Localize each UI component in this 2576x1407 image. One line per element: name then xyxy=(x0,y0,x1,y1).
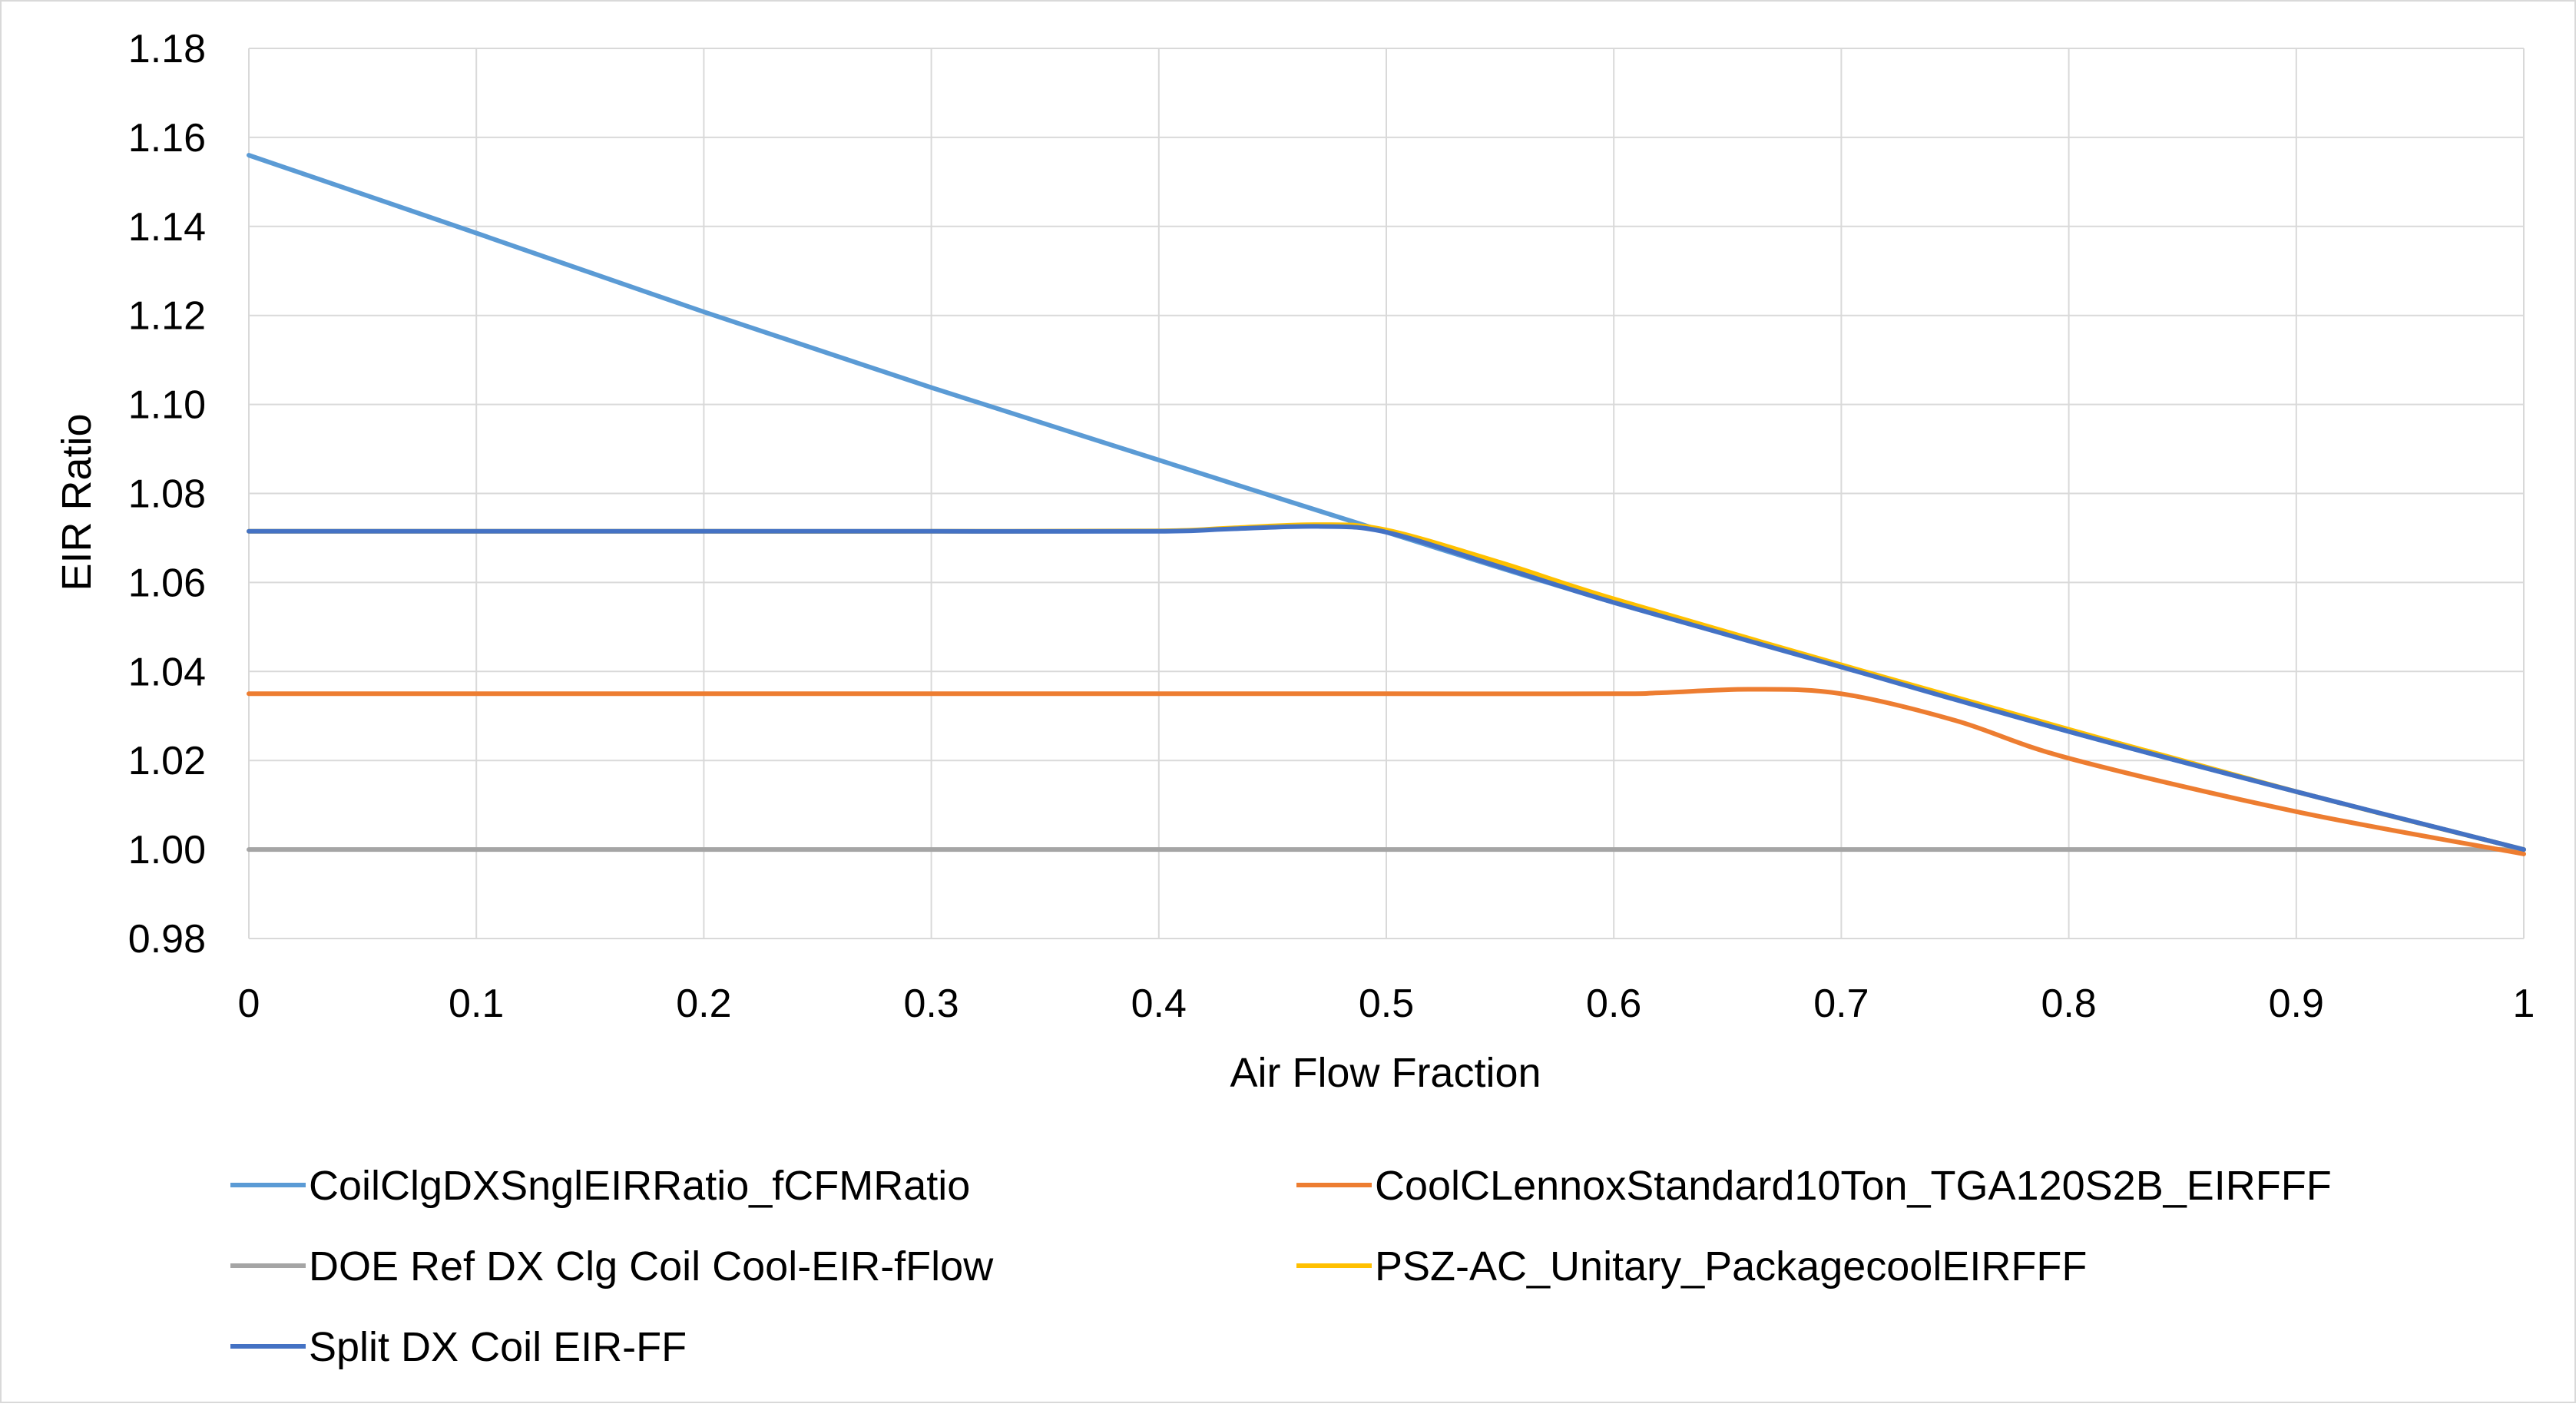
x-tick-label: 0.2 xyxy=(676,982,731,1026)
y-tick-label: 1.08 xyxy=(128,472,206,517)
y-tick-label: 1.02 xyxy=(128,739,206,783)
series-line-5 xyxy=(247,524,2526,852)
y-tick-label: 1.14 xyxy=(128,205,206,250)
x-tick-label: 0.7 xyxy=(1813,982,1869,1026)
y-tick-label: 1.16 xyxy=(128,116,206,161)
y-axis-title: EIR Ratio xyxy=(54,413,100,591)
legend-label-5: Split DX Coil EIR-FF xyxy=(309,1324,687,1370)
x-tick-label: 0.9 xyxy=(2269,982,2324,1026)
x-tick-label: 0.5 xyxy=(1359,982,1414,1026)
legend-label-2: CoolCLennoxStandard10Ton_TGA120S2B_EIRFF… xyxy=(1375,1163,2332,1209)
y-tick-label: 1.18 xyxy=(128,27,206,71)
series-line-2 xyxy=(247,687,2526,856)
x-tick-label: 0.8 xyxy=(2041,982,2096,1026)
legend: CoilClgDXSnglEIRRatio_fCFMRatio CoolCLenn… xyxy=(230,1163,2332,1370)
y-tick-label: 0.98 xyxy=(128,917,206,962)
series-layer xyxy=(247,153,2526,856)
y-tick-label: 1.06 xyxy=(128,561,206,605)
grid-layer xyxy=(248,48,2525,939)
y-tick-label: 1.10 xyxy=(128,383,206,428)
y-tick-label: 1.12 xyxy=(128,294,206,339)
x-tick-label: 0.6 xyxy=(1586,982,1641,1026)
legend-label-4: PSZ-AC_Unitary_PackagecoolEIRFFF xyxy=(1375,1243,2087,1289)
x-tick-label: 1 xyxy=(2513,982,2535,1026)
x-tick-label: 0.3 xyxy=(903,982,959,1026)
x-tick-labels: 0 0.1 0.2 0.3 0.4 0.5 0.6 0.7 0.8 0.9 1 xyxy=(238,982,2535,1026)
y-tick-label: 1.00 xyxy=(128,828,206,872)
x-tick-label: 0 xyxy=(238,982,260,1026)
y-tick-label: 1.04 xyxy=(128,650,206,694)
legend-label-1: CoilClgDXSnglEIRRatio_fCFMRatio xyxy=(309,1163,970,1209)
x-axis-title: Air Flow Fraction xyxy=(1230,1050,1541,1096)
y-tick-labels: 0.98 1.00 1.02 1.04 1.06 1.08 1.10 1.12 1.14 1.16… xyxy=(128,27,206,962)
x-tick-label: 0.4 xyxy=(1131,982,1187,1026)
x-tick-label: 0.1 xyxy=(449,982,504,1026)
legend-label-3: DOE Ref DX Clg Coil Cool-EIR-fFlow xyxy=(309,1243,994,1289)
